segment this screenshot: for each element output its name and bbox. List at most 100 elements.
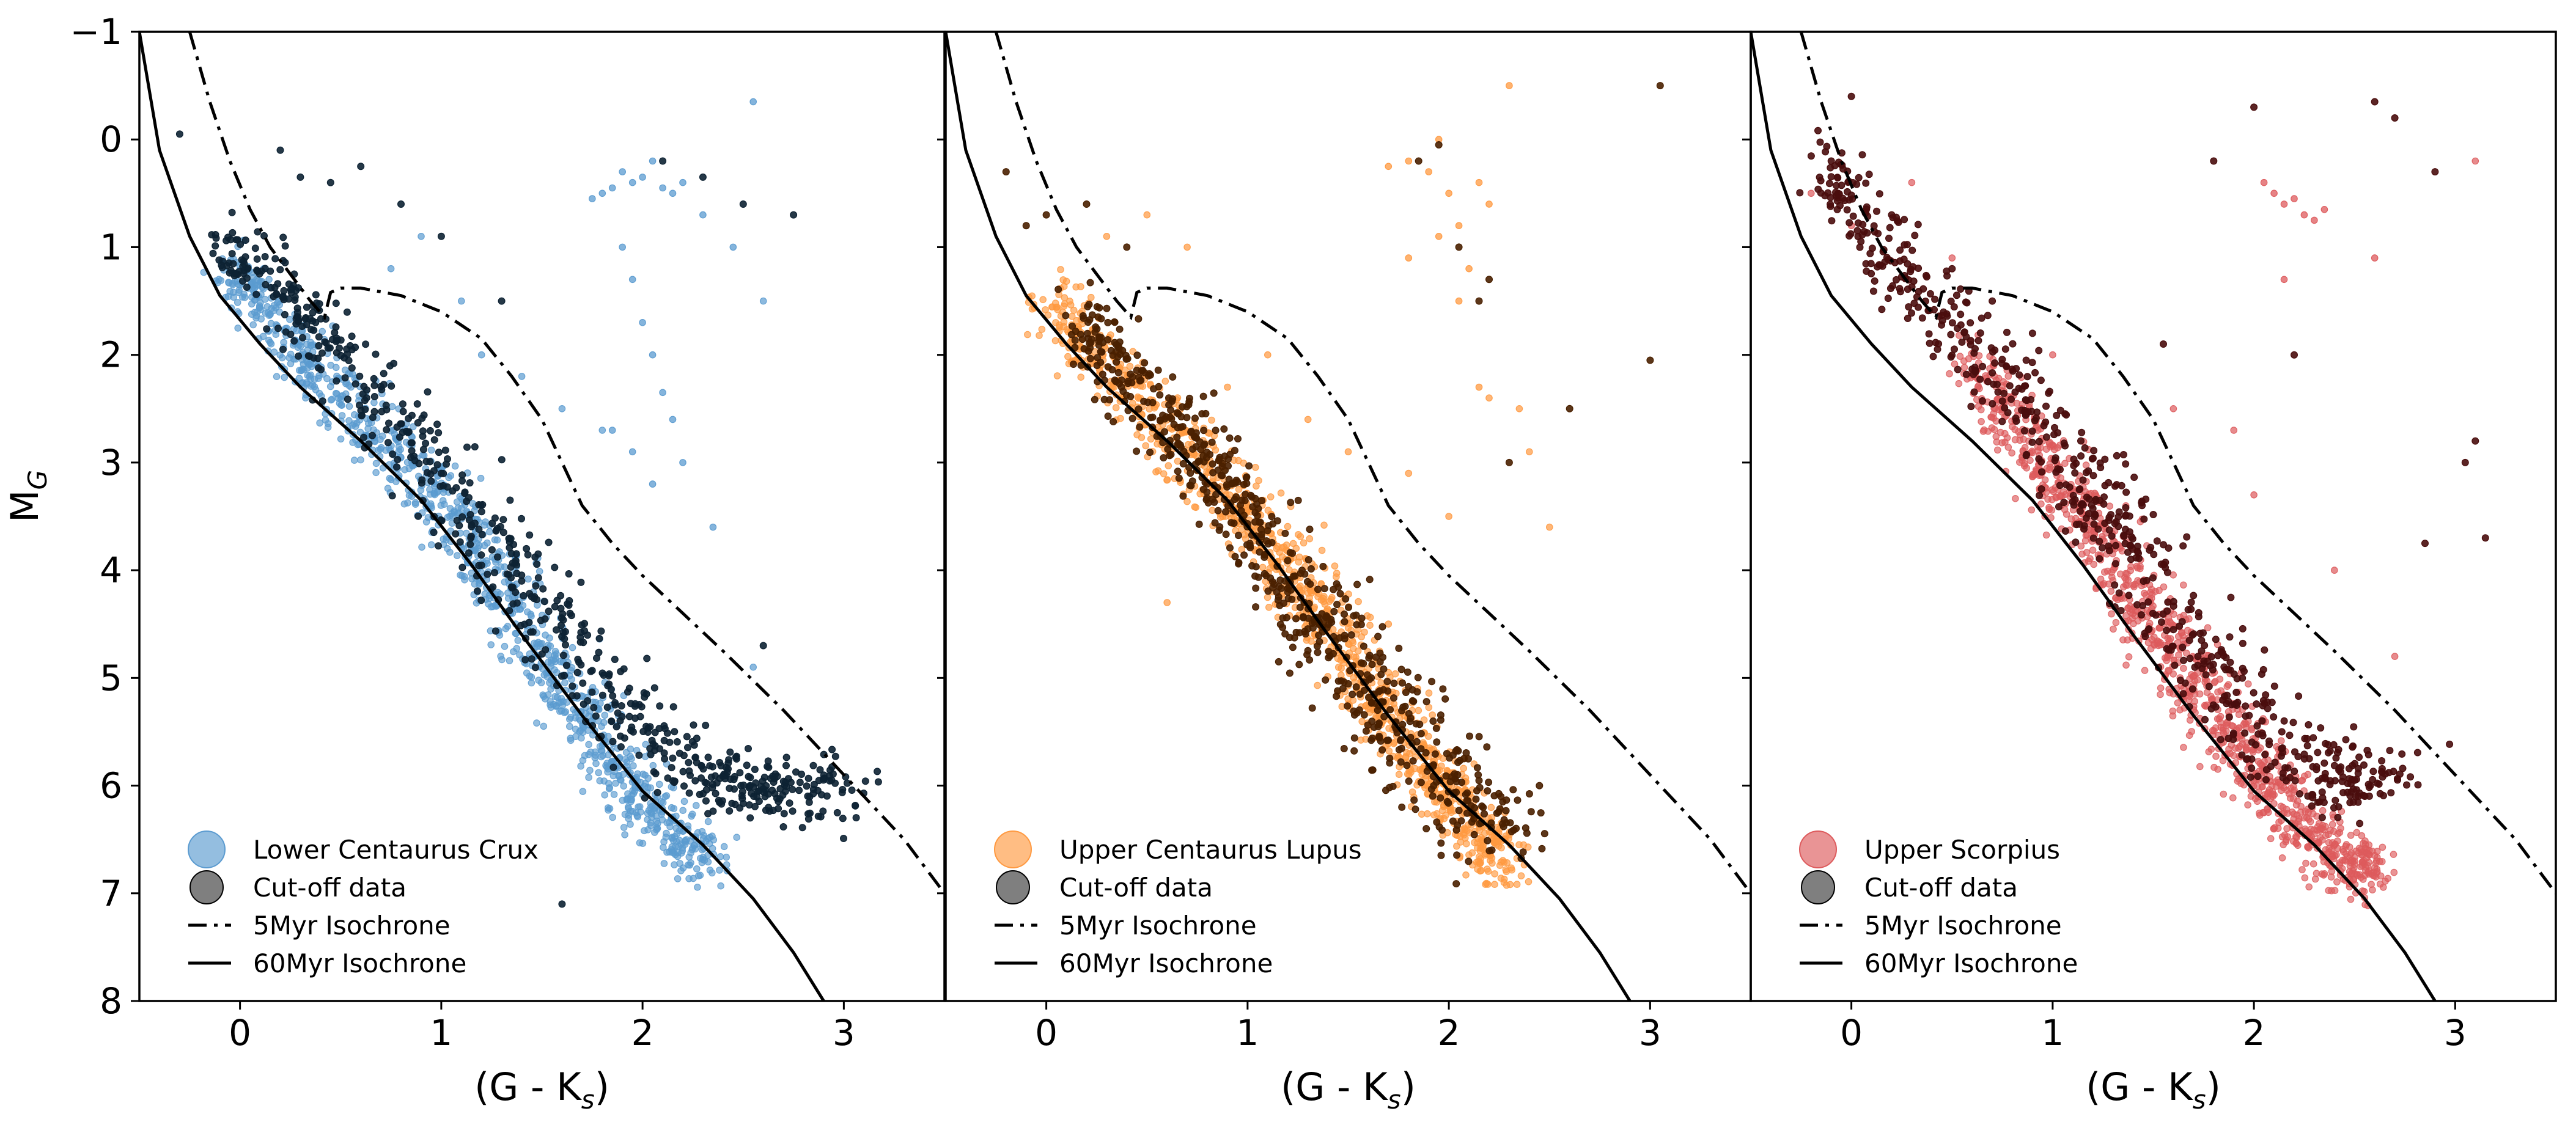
cutoff-point <box>1098 370 1106 378</box>
member-point <box>1411 765 1419 772</box>
cutoff-point <box>372 350 380 358</box>
cutoff-point <box>493 524 501 532</box>
member-point <box>691 842 698 849</box>
cutoff-point <box>1505 458 1513 466</box>
member-point <box>487 603 495 610</box>
cutoff-point <box>656 745 664 753</box>
cutoff-point <box>1452 826 1460 834</box>
cutoff-point <box>566 609 574 617</box>
cutoff-point <box>1141 359 1149 367</box>
member-point <box>688 812 695 820</box>
member-point <box>552 703 560 710</box>
member-point <box>2245 680 2252 688</box>
cutoff-point <box>1189 445 1197 453</box>
cutoff-point <box>506 544 513 552</box>
cutoff-point <box>435 449 443 457</box>
member-point <box>2232 744 2239 752</box>
member-point <box>270 301 278 309</box>
cutoff-point <box>1399 679 1407 687</box>
cutoff-point <box>1322 676 1330 684</box>
cutoff-point <box>1159 439 1167 447</box>
cutoff-point <box>399 428 407 436</box>
cutoff-point <box>1245 462 1253 470</box>
cutoff-point <box>526 531 534 539</box>
cutoff-point <box>413 400 421 408</box>
cutoff-point <box>680 782 688 790</box>
member-point <box>348 422 356 429</box>
cutoff-point <box>745 801 753 809</box>
member-point <box>418 232 425 240</box>
cutoff-point <box>611 655 619 663</box>
cutoff-point <box>542 646 550 654</box>
cutoff-point <box>1279 614 1287 622</box>
member-point <box>659 389 666 397</box>
cutoff-point <box>804 792 812 800</box>
legend-label: Cut-off data <box>1059 873 1213 903</box>
member-point <box>601 791 608 799</box>
member-point <box>1138 434 1146 441</box>
cutoff-point <box>1085 301 1093 309</box>
member-point <box>249 274 257 281</box>
member-point <box>1520 841 1528 849</box>
member-point <box>2141 589 2148 597</box>
member-point <box>749 98 757 106</box>
cutoff-point <box>1353 581 1361 588</box>
member-point <box>679 178 686 186</box>
member-point <box>2223 683 2231 690</box>
member-point <box>2291 195 2298 202</box>
member-point <box>697 854 704 862</box>
member-point <box>502 625 510 632</box>
member-point <box>2175 651 2182 659</box>
y-tick-label: 6 <box>100 765 122 807</box>
member-point <box>628 276 636 284</box>
member-point <box>708 845 716 853</box>
cutoff-point <box>1514 796 1522 804</box>
cutoff-point <box>232 270 240 278</box>
member-point <box>515 606 523 613</box>
cutoff-point <box>1908 309 1916 317</box>
member-point <box>526 672 534 680</box>
cutoff-point <box>852 802 859 810</box>
member-point <box>1077 373 1084 381</box>
member-point <box>1314 681 1321 689</box>
cutoff-point <box>1235 560 1243 568</box>
cutoff-point <box>418 476 426 484</box>
cutoff-point <box>309 317 317 325</box>
member-point <box>2196 763 2204 771</box>
cutoff-point <box>1258 497 1266 505</box>
member-point <box>592 760 600 768</box>
member-point <box>2292 840 2300 848</box>
member-point <box>2108 568 2115 576</box>
cutoff-point <box>427 470 435 478</box>
member-point <box>2130 620 2137 628</box>
cutoff-point <box>343 308 351 316</box>
cutoff-point <box>1199 392 1207 400</box>
y-tick-label: 0 <box>100 119 122 160</box>
member-point <box>704 858 712 866</box>
member-point <box>2380 884 2387 891</box>
cutoff-point <box>1474 771 1482 779</box>
member-point <box>2165 667 2173 675</box>
member-point <box>1808 189 1815 197</box>
cutoff-point <box>1305 556 1312 563</box>
member-point <box>535 568 543 575</box>
member-point <box>553 669 561 676</box>
cutoff-point <box>2335 803 2342 811</box>
member-point <box>624 790 631 798</box>
cutoff-point <box>1523 829 1531 837</box>
member-point <box>2185 732 2193 739</box>
member-point <box>2247 793 2255 800</box>
cutoff-point <box>1401 702 1409 710</box>
cutoff-point <box>1098 348 1106 356</box>
member-point <box>1314 593 1322 601</box>
cutoff-point <box>625 713 633 721</box>
member-point <box>1062 277 1070 285</box>
cutoff-point <box>1124 380 1132 387</box>
cutoff-point <box>358 411 366 419</box>
member-point <box>610 791 618 798</box>
cutoff-point <box>261 253 269 261</box>
cutoff-point <box>1202 409 1210 417</box>
member-point <box>2157 684 2165 692</box>
cutoff-point <box>466 510 474 518</box>
